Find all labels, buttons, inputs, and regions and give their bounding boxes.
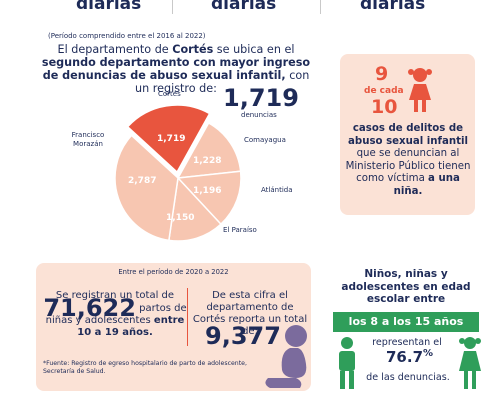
births-post: niñas y adolescentes — [45, 315, 154, 326]
intro-text: con un registro de: — [135, 69, 310, 95]
pie-value-atlantida: 1,196 — [193, 186, 222, 196]
cortes-births-text: De esta cifra el departamento de Cortés … — [192, 290, 308, 337]
cortes-total-unit: denuncias — [241, 111, 277, 119]
pie-slice-el-para-so — [168, 176, 222, 242]
pie-slice-francisco-moraz-n — [114, 134, 179, 242]
ten-number: 10 — [371, 96, 398, 118]
pie-label-cortes: Cortés — [158, 90, 181, 98]
kids-percent-value: 76.7 — [386, 348, 424, 366]
kids-title: Niños, niñas y adolescentes en edad esco… — [341, 268, 471, 305]
pie-value-elparaiso: 1,150 — [166, 213, 195, 223]
header-word-3: diarias — [360, 0, 426, 14]
births-card — [36, 263, 311, 391]
girl-text-bold: casos de delitos de abuso sexual infanti… — [348, 123, 468, 147]
pie-value-morazan: 2,787 — [128, 176, 157, 186]
nine-number: 9 — [375, 63, 389, 85]
girl-stat-card — [340, 54, 475, 215]
header-word-1: diarias — [76, 0, 142, 14]
pie-label-comayagua: Comayagua — [244, 136, 286, 144]
pie-value-comayagua: 1,228 — [193, 156, 222, 166]
card-divider — [187, 288, 188, 346]
girl-stat-text: casos de delitos de abuso sexual infanti… — [345, 123, 471, 198]
births-bold: entre 10 a 19 años. — [77, 315, 185, 338]
de-cada-label: de cada — [364, 86, 404, 96]
pie-slices — [114, 104, 242, 242]
boy-icon — [339, 337, 355, 389]
pregnant-girl-icon — [265, 325, 307, 388]
intro-text: El departamento de — [57, 43, 173, 56]
pie-value-cortes: 1,719 — [157, 134, 186, 144]
intro-bold: segundo departamento con mayor ingreso d… — [41, 56, 311, 82]
pie-slice-atl-ntida — [176, 170, 242, 226]
header-divider — [172, 0, 173, 14]
period2-label: Entre el período de 2020 a 2022 — [118, 268, 229, 276]
source-footnote: *Fuente: Registro de egreso hospitalario… — [43, 360, 247, 375]
pie-label-morazan: Francisco Morazán — [71, 131, 105, 148]
cortes-births-number: 9,377 — [205, 322, 281, 350]
births-number: 71,622 — [43, 294, 136, 322]
girl-text-normal: que se denuncian al Ministerio Público t… — [345, 148, 471, 184]
pie-label-atlantida: Atlántida — [261, 186, 293, 194]
age-range-bar: los 8 a los 15 años — [333, 312, 479, 332]
pie-slice-comayagua — [176, 121, 242, 179]
cortes-total: 1,719 — [223, 84, 299, 112]
header-word-2: diarias — [211, 0, 277, 14]
intro-text: se ubica en el — [213, 43, 295, 56]
pie-label-elparaiso: El Paraíso — [223, 226, 257, 234]
pie-slice-cort-s — [126, 104, 211, 174]
intro-bold: Cortés — [172, 43, 214, 56]
kids-percent-unit: % — [423, 348, 434, 359]
period-label: (Período comprendido entre el 2016 al 20… — [48, 32, 206, 40]
girl-icon — [408, 68, 432, 112]
intro-paragraph: El departamento de Cortés se ubica en el… — [36, 43, 316, 95]
births-pre: Se registran un total de — [55, 290, 175, 301]
kids-percent: 76.7% — [386, 348, 433, 366]
kids-denuncias-text: de las denuncias. — [366, 372, 450, 383]
kids-represent-text: representan el — [372, 337, 442, 348]
girl-green-icon — [459, 337, 481, 389]
births-stat: Se registran un total de 71,622 partos d… — [40, 290, 190, 339]
births-mid: partos de — [139, 302, 187, 314]
header-divider — [320, 0, 321, 14]
girl-text-bold: a una niña. — [393, 173, 460, 197]
